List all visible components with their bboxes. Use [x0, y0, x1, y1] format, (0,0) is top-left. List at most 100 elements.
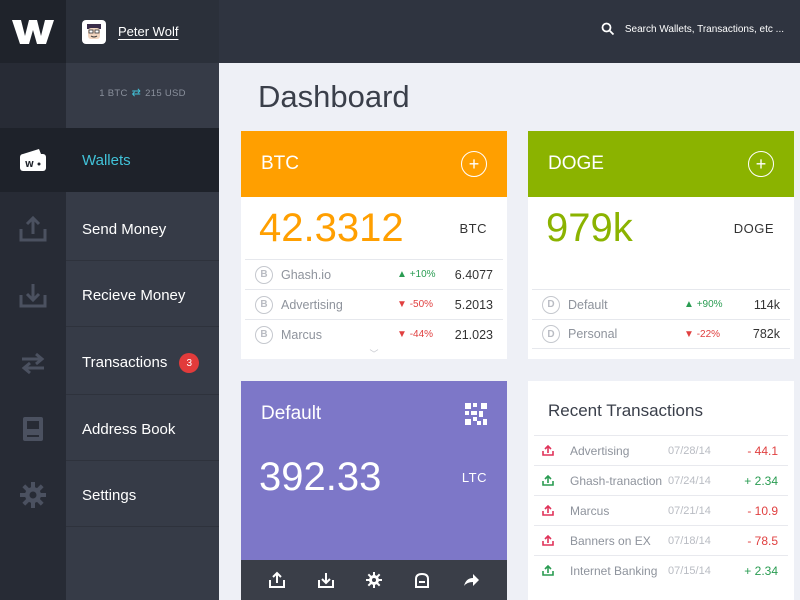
- incoming-icon: [534, 565, 562, 576]
- page-title: Dashboard: [258, 79, 410, 114]
- item-amount: 6.4077: [454, 267, 493, 282]
- transaction-amount: - 44.1: [747, 443, 778, 458]
- rate-usd: 215 USD: [145, 88, 186, 99]
- transaction-row[interactable]: Advertising 07/28/14 - 44.1: [534, 435, 788, 465]
- sidebar-item-transactions[interactable]: Transactions 3: [0, 331, 219, 395]
- gear-icon[interactable]: [365, 571, 383, 589]
- balance-unit: BTC: [459, 220, 487, 236]
- add-button[interactable]: +: [461, 151, 487, 177]
- spacer: [528, 259, 794, 289]
- divider: [66, 394, 219, 395]
- transactions-label: Transactions: [82, 353, 168, 371]
- nav-panel: [66, 0, 219, 600]
- sidebar-item-settings[interactable]: Settings: [0, 463, 219, 527]
- list-item[interactable]: B Marcus ▼ -44% 21.023: [245, 319, 503, 349]
- transaction-row[interactable]: Internet Banking 07/15/14 + 2.34: [534, 555, 788, 585]
- sidebar-item-send-money[interactable]: Send Money: [0, 197, 219, 261]
- default-wallet-card: Default 392.33 LTC: [241, 381, 507, 600]
- transaction-name: Internet Banking: [570, 563, 658, 578]
- notification-badge: 3: [179, 353, 200, 373]
- balance-value: 392.33: [259, 454, 382, 499]
- user-name[interactable]: Peter Wolf: [118, 24, 179, 39]
- user-profile[interactable]: Peter Wolf: [66, 0, 219, 63]
- exchange-rate: 1 BTC ⇄ 215 USD: [66, 86, 219, 99]
- search-icon: [601, 22, 614, 36]
- outgoing-icon: [534, 505, 562, 516]
- sidebar-item-label: Send Money: [82, 220, 167, 238]
- wallet-actions-bar: [241, 560, 507, 600]
- transaction-name: Marcus: [570, 503, 610, 518]
- item-name: Default: [568, 297, 608, 312]
- sidebar-item-label: Recieve Money: [82, 286, 186, 304]
- chevron-down-icon[interactable]: ﹀: [369, 349, 379, 359]
- bitcoin-icon: B: [255, 295, 273, 314]
- item-name: Advertising: [281, 297, 343, 312]
- card-header: Default: [241, 381, 507, 447]
- item-name: Personal: [568, 327, 618, 341]
- transaction-amount: + 2.34: [744, 563, 778, 578]
- sidebar-item-address-book[interactable]: Address Book: [0, 397, 219, 461]
- share-icon[interactable]: [462, 571, 480, 589]
- card-title: Default: [261, 403, 322, 424]
- transaction-row[interactable]: Ghash-tranaction 07/24/14 + 2.34: [534, 465, 788, 495]
- app-logo[interactable]: [0, 0, 66, 63]
- change-down: ▼ -50%: [397, 299, 434, 310]
- balance-unit: LTC: [461, 469, 487, 485]
- balance-row: 42.3312 BTC: [241, 197, 507, 259]
- upload-icon[interactable]: [268, 571, 286, 589]
- transaction-name: Advertising: [570, 443, 630, 458]
- book-icon: [0, 397, 66, 461]
- list-item[interactable]: D Default ▲ +90% 114k: [532, 289, 790, 319]
- change-up: ▲ +90%: [684, 299, 723, 310]
- sidebar-item-receive-money[interactable]: Recieve Money: [0, 263, 219, 327]
- dogecoin-icon: D: [542, 325, 560, 343]
- shuffle-icon: ⇄: [131, 87, 142, 99]
- archive-icon[interactable]: [413, 571, 431, 589]
- list-item[interactable]: B Ghash.io ▲ +10% 6.4077: [245, 259, 503, 289]
- list-item[interactable]: B Advertising ▼ -50% 5.2013: [245, 289, 503, 319]
- bitcoin-icon: B: [255, 325, 273, 344]
- transaction-row[interactable]: Marcus 07/21/14 - 10.9: [534, 495, 788, 525]
- card-header: DOGE +: [528, 131, 794, 197]
- transaction-date: 07/24/14: [668, 474, 711, 487]
- balance-value: 979k: [546, 205, 633, 250]
- divider: [66, 526, 219, 527]
- transaction-row[interactable]: Banners on EX 07/18/14 - 78.5: [534, 525, 788, 555]
- card-header: BTC +: [241, 131, 507, 197]
- balance-row: 979k DOGE: [528, 197, 794, 259]
- card-title: BTC: [261, 153, 299, 174]
- bitcoin-icon: B: [255, 265, 273, 284]
- doge-wallet-card: DOGE + 979k DOGE D Default ▲ +90% 114k D…: [528, 131, 794, 359]
- recent-transactions-card: Recent Transactions Advertising 07/28/14…: [528, 381, 794, 600]
- transaction-name: Ghash-tranaction: [570, 473, 663, 488]
- search-placeholder: Search Wallets, Transactions, etc ...: [624, 23, 784, 35]
- add-button[interactable]: +: [748, 151, 774, 177]
- change-down: ▼ -44%: [397, 329, 434, 340]
- sidebar-item-label: Transactions 3: [66, 353, 200, 373]
- item-amount: 114k: [753, 297, 780, 312]
- item-amount: 5.2013: [454, 297, 493, 312]
- item-name: Marcus: [281, 327, 322, 342]
- download-icon: [0, 263, 66, 327]
- upload-icon: [0, 197, 66, 261]
- divider: [66, 260, 219, 261]
- change-down: ▼ -22%: [684, 328, 721, 340]
- outgoing-icon: [534, 445, 562, 456]
- wallet-icon: W: [0, 128, 66, 192]
- logo-icon: [12, 19, 54, 44]
- transaction-date: 07/28/14: [668, 444, 711, 457]
- search-input[interactable]: Search Wallets, Transactions, etc ...: [601, 22, 784, 36]
- transaction-amount: + 2.34: [744, 473, 778, 488]
- avatar[interactable]: [82, 19, 106, 44]
- qr-code-icon[interactable]: [465, 403, 487, 425]
- item-name: Ghash.io: [281, 267, 332, 282]
- sidebar-item-wallets[interactable]: W Wallets: [0, 128, 219, 192]
- download-icon[interactable]: [317, 571, 335, 589]
- card-title: Recent Transactions: [548, 401, 703, 420]
- rate-btc: 1 BTC: [99, 88, 128, 99]
- transaction-name: Banners on EX: [570, 533, 651, 548]
- incoming-icon: [534, 475, 562, 486]
- divider: [66, 460, 219, 461]
- list-item[interactable]: D Personal ▼ -22% 782k: [532, 319, 790, 349]
- change-up: ▲ +10%: [397, 269, 436, 280]
